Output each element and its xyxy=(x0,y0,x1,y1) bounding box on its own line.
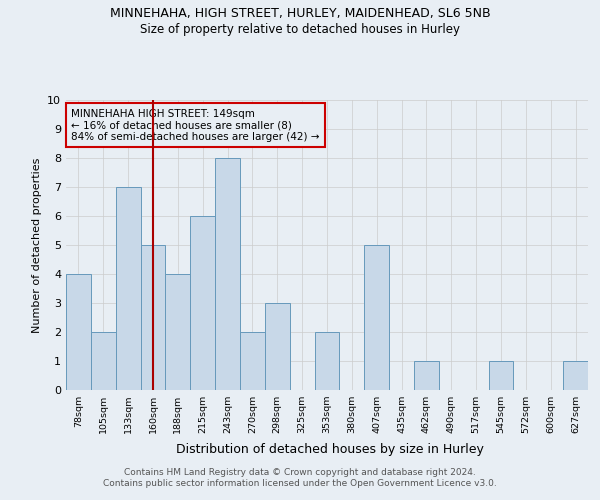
Text: Contains HM Land Registry data © Crown copyright and database right 2024.
Contai: Contains HM Land Registry data © Crown c… xyxy=(103,468,497,487)
Bar xyxy=(414,361,439,390)
Bar xyxy=(265,303,290,390)
Text: Size of property relative to detached houses in Hurley: Size of property relative to detached ho… xyxy=(140,22,460,36)
Text: MINNEHAHA, HIGH STREET, HURLEY, MAIDENHEAD, SL6 5NB: MINNEHAHA, HIGH STREET, HURLEY, MAIDENHE… xyxy=(110,8,490,20)
Bar xyxy=(140,245,166,390)
Bar xyxy=(116,187,140,390)
Bar xyxy=(66,274,91,390)
Bar xyxy=(563,361,588,390)
Text: MINNEHAHA HIGH STREET: 149sqm
← 16% of detached houses are smaller (8)
84% of se: MINNEHAHA HIGH STREET: 149sqm ← 16% of d… xyxy=(71,108,320,142)
Text: Distribution of detached houses by size in Hurley: Distribution of detached houses by size … xyxy=(176,442,484,456)
Bar xyxy=(314,332,340,390)
Bar xyxy=(488,361,514,390)
Bar xyxy=(364,245,389,390)
Bar xyxy=(91,332,116,390)
Bar xyxy=(215,158,240,390)
Bar xyxy=(240,332,265,390)
Y-axis label: Number of detached properties: Number of detached properties xyxy=(32,158,41,332)
Bar xyxy=(190,216,215,390)
Bar xyxy=(166,274,190,390)
